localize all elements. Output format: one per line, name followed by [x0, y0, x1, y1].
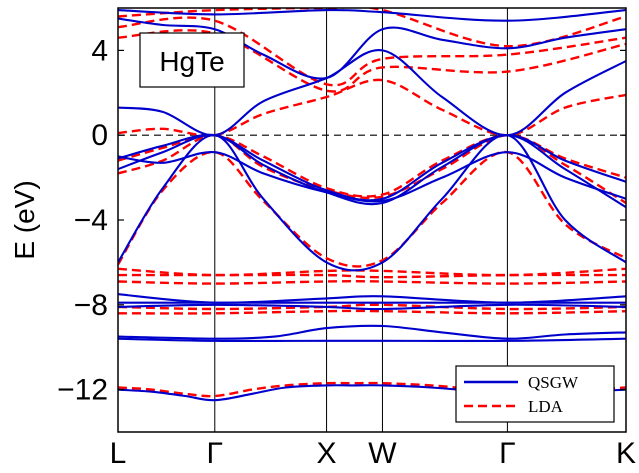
material-label: HgTe: [159, 46, 224, 77]
qsgw-band-line: [118, 293, 626, 304]
lda-band-line: [118, 309, 626, 315]
qsgw-band-line: [118, 134, 626, 209]
qsgw-band-line: [118, 133, 626, 202]
legend-frame: [455, 365, 615, 423]
lda-band-line: [118, 381, 626, 398]
x-tick-label: Γ: [207, 437, 224, 468]
lda-band-line: [118, 267, 626, 277]
qsgw-band-line: [118, 151, 626, 203]
legend-label-lda: LDA: [528, 397, 564, 416]
x-tick-label: K: [616, 437, 636, 468]
lda-band-line: [118, 150, 626, 268]
lda-band-line: [118, 29, 626, 93]
lda-band-line: [118, 303, 626, 311]
x-tick-label: W: [368, 437, 397, 468]
lda-band-line: [118, 133, 626, 198]
material-label-frame: [139, 32, 245, 88]
series-layer: [118, 8, 626, 402]
y-tick-label: −8: [74, 289, 108, 322]
material-label-box: HgTe: [139, 32, 245, 88]
y-tick-label: −12: [57, 374, 108, 407]
qsgw-band-line: [118, 303, 626, 311]
qsgw-band-line: [118, 324, 626, 340]
qsgw-band-line: [118, 134, 626, 272]
lda-band-line: [118, 16, 626, 87]
lda-band-line: [118, 78, 626, 137]
x-tick-label: L: [110, 437, 127, 468]
y-tick-label: −4: [74, 204, 108, 237]
x-tick-label: Γ: [499, 437, 516, 468]
y-tick-label: 0: [91, 119, 108, 152]
lda-band-line: [118, 280, 626, 285]
qsgw-band-line: [118, 337, 626, 343]
qsgw-band-line: [118, 49, 626, 137]
y-axis-label: E (eV): [9, 180, 40, 259]
series-qsgw: [118, 8, 626, 402]
legend-label-qsgw: QSGW: [528, 373, 579, 392]
y-tick-label: 4: [91, 34, 108, 67]
qsgw-band-line: [118, 8, 626, 22]
legend: QSGW LDA: [455, 365, 615, 423]
qsgw-band-line: [118, 17, 626, 80]
x-tick-label: X: [317, 437, 337, 468]
axis-layer: L Γ X W Γ K 4 0 −4 −8 −12: [57, 34, 636, 470]
